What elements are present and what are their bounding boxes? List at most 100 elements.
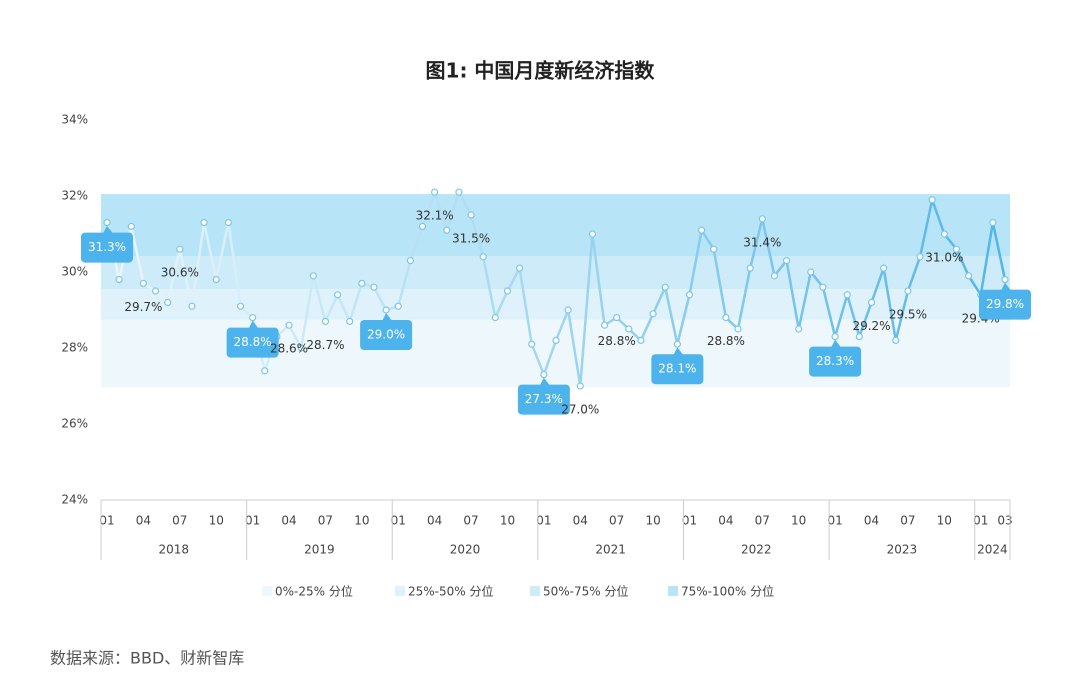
point <box>164 298 172 306</box>
point <box>564 306 572 314</box>
y-tick-label: 28% <box>61 341 88 355</box>
point <box>479 253 487 261</box>
point <box>370 283 378 291</box>
legend-swatch <box>668 586 678 596</box>
y-tick-label: 24% <box>61 493 88 507</box>
legend-swatch <box>395 586 405 596</box>
point <box>540 371 548 379</box>
point <box>346 317 354 325</box>
point <box>491 314 499 322</box>
label-callout <box>226 327 279 358</box>
point <box>382 306 390 314</box>
point <box>758 215 766 223</box>
point <box>880 264 888 272</box>
point <box>649 310 657 318</box>
source-note: 数据来源：BBD、财新智库 <box>50 649 244 668</box>
point <box>782 257 791 265</box>
point <box>734 325 742 333</box>
point <box>406 257 414 265</box>
point <box>249 314 257 322</box>
point <box>819 283 827 291</box>
x-tick-label: 04 <box>427 514 442 528</box>
x-tick-label: 07 <box>463 514 478 528</box>
point <box>236 302 245 310</box>
legend-label: 75%-100% 分位 <box>681 584 774 599</box>
data-label: 29.7% <box>124 300 162 314</box>
legend-swatch <box>262 586 272 596</box>
x-tick-label: 07 <box>172 514 187 528</box>
x-tick-label: 10 <box>645 514 660 528</box>
point <box>989 219 997 227</box>
data-label: 29.0% <box>367 328 405 342</box>
point <box>127 222 135 230</box>
label-callout <box>809 346 862 377</box>
quantile-band <box>101 256 1010 290</box>
callout-pointer <box>539 377 550 386</box>
point <box>358 279 366 287</box>
point <box>746 264 754 272</box>
y-tick-label: 26% <box>61 417 88 431</box>
x-tick-label: 10 <box>937 514 952 528</box>
point <box>916 253 924 261</box>
data-label: 28.6% <box>270 342 308 356</box>
point <box>1001 276 1009 284</box>
point <box>904 287 912 295</box>
year-label: 2023 <box>887 543 918 557</box>
data-label: 27.3% <box>525 392 563 406</box>
x-tick-label: 10 <box>354 514 369 528</box>
x-tick-label: 01 <box>391 514 406 528</box>
point <box>928 196 936 204</box>
legend-label: 25%-50% 分位 <box>408 584 494 599</box>
label-callout <box>651 354 704 385</box>
point <box>431 188 439 196</box>
point <box>418 222 427 230</box>
point <box>151 287 160 295</box>
x-tick-label: 01 <box>99 514 114 528</box>
point <box>139 279 148 287</box>
x-tick-label: 01 <box>973 514 988 528</box>
point <box>309 272 317 280</box>
x-tick-label: 01 <box>682 514 697 528</box>
point <box>940 230 948 238</box>
data-label: 31.3% <box>88 240 126 254</box>
year-label: 2020 <box>450 543 481 557</box>
point <box>795 325 803 333</box>
point <box>455 188 463 196</box>
legend-swatch <box>530 586 540 596</box>
point <box>698 226 706 234</box>
point <box>964 272 973 280</box>
point <box>176 245 184 253</box>
point <box>528 340 536 348</box>
point <box>892 336 900 344</box>
year-label: 2021 <box>595 543 626 557</box>
x-tick-label: 04 <box>864 514 879 528</box>
label-callout <box>81 232 133 263</box>
label-callout <box>360 320 413 350</box>
point <box>467 211 475 219</box>
point <box>661 283 669 291</box>
callout-pointer <box>382 313 393 321</box>
data-label: 27.0% <box>561 403 599 417</box>
callout-pointer <box>673 347 684 356</box>
point <box>321 317 330 325</box>
x-tick-label: 04 <box>573 514 588 528</box>
x-tick-label: 01 <box>536 514 551 528</box>
point <box>843 291 851 299</box>
point <box>673 340 681 348</box>
point <box>552 336 560 344</box>
point <box>770 272 779 280</box>
point <box>685 291 694 299</box>
quantile-band <box>101 194 1010 257</box>
legend-label: 50%-75% 分位 <box>543 584 629 599</box>
year-label: 2018 <box>159 543 190 557</box>
callout-pointer <box>103 225 113 234</box>
point <box>261 367 269 375</box>
y-tick-label: 30% <box>61 265 88 279</box>
point <box>600 321 609 329</box>
data-label: 29.8% <box>986 297 1024 311</box>
data-label: 30.6% <box>161 266 199 280</box>
x-tick-label: 04 <box>281 514 296 528</box>
point <box>807 268 815 276</box>
x-tick-label: 07 <box>318 514 333 528</box>
data-label: 31.0% <box>925 251 963 265</box>
